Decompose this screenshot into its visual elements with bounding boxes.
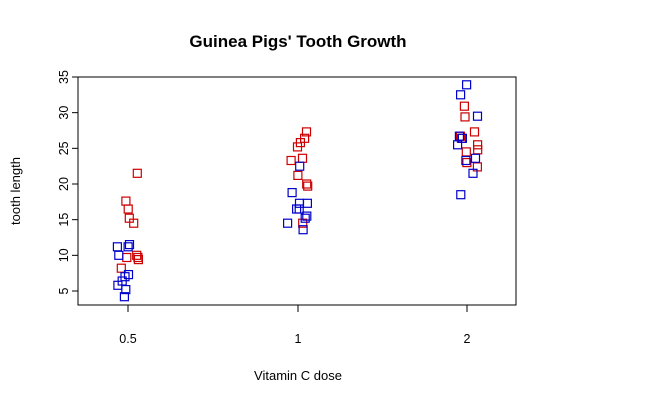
data-point <box>123 242 133 252</box>
data-point <box>129 218 139 228</box>
data-point <box>453 140 463 150</box>
data-point <box>119 292 130 302</box>
data-point <box>473 145 483 155</box>
y-tick-label: 30 <box>57 106 71 120</box>
data-point <box>286 155 296 166</box>
data-point <box>469 127 480 137</box>
data-point <box>470 153 481 163</box>
data-point <box>283 218 293 228</box>
x-tick-label: 2 <box>464 332 471 346</box>
y-axis: 5 10 15 20 25 30 35 <box>57 70 79 294</box>
data-point <box>473 140 483 150</box>
x-tick-label: 0.5 <box>119 332 136 346</box>
data-point <box>302 211 312 221</box>
data-point <box>292 204 302 214</box>
data-point <box>461 147 471 157</box>
data-point <box>303 181 313 191</box>
data-point <box>457 133 467 143</box>
data-point <box>121 285 131 295</box>
data-point <box>132 168 142 178</box>
data-point <box>114 250 124 260</box>
data-point <box>462 80 472 90</box>
data-point <box>300 213 310 223</box>
data-point <box>468 168 478 178</box>
chart-title: Guinea Pigs' Tooth Growth <box>189 32 406 51</box>
data-point <box>462 158 472 168</box>
plot-frame <box>77 76 517 306</box>
data-point <box>456 190 466 200</box>
data-point <box>293 170 303 180</box>
data-point <box>295 161 305 171</box>
data-point <box>472 111 483 121</box>
data-point <box>121 196 131 206</box>
y-axis-label: tooth length <box>8 157 23 225</box>
y-tick-label: 15 <box>57 213 71 227</box>
x-axis-label: Vitamin C dose <box>254 368 342 383</box>
y-tick-label: 5 <box>57 287 71 294</box>
data-point <box>287 188 297 198</box>
y-tick-label: 10 <box>57 248 71 262</box>
data-point <box>292 142 303 152</box>
data-point <box>459 101 469 111</box>
data-point <box>133 252 143 263</box>
y-tick-label: 35 <box>57 70 71 84</box>
data-point <box>124 240 135 250</box>
data-point <box>460 112 470 122</box>
data-point <box>461 155 471 166</box>
y-tick-label: 25 <box>57 141 71 155</box>
data-point <box>456 90 466 100</box>
data-point <box>298 225 308 235</box>
data-point <box>123 204 133 214</box>
data-point <box>122 252 132 263</box>
data-point <box>454 131 464 141</box>
x-tick-label: 1 <box>295 332 302 346</box>
data-point <box>302 179 312 189</box>
data-points <box>112 80 483 302</box>
data-point <box>294 204 304 214</box>
data-point <box>294 198 305 208</box>
data-point <box>301 127 312 137</box>
data-point <box>302 198 312 208</box>
y-tick-label: 20 <box>57 177 71 191</box>
data-point <box>297 153 308 163</box>
data-point <box>112 242 123 252</box>
x-axis: 0.5 1 2 <box>119 304 471 346</box>
